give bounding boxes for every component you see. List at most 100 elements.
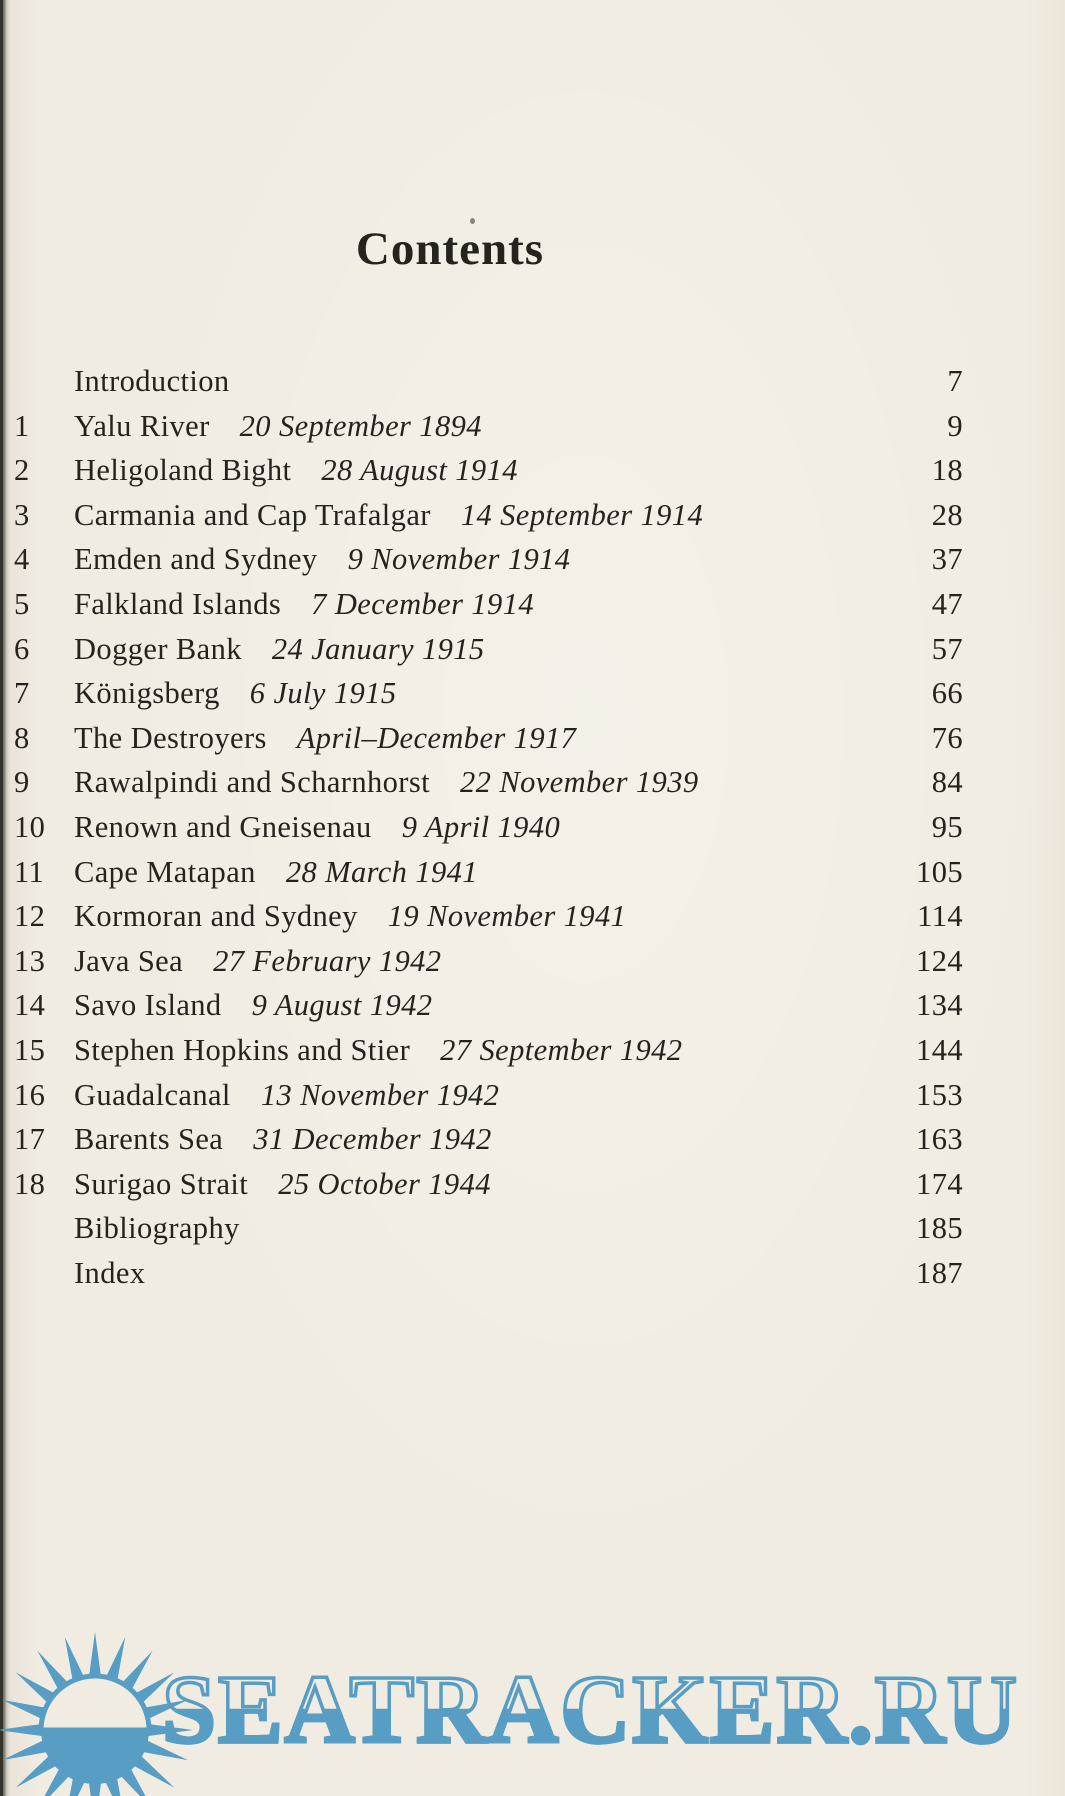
chapter-entry: Introduction [74, 359, 853, 404]
chapter-date: 7 December 1914 [311, 586, 534, 621]
chapter-title: Java Sea [74, 943, 184, 978]
toc-row: 13 Java Sea 27 February 1942 124 [0, 939, 1065, 984]
chapter-title: Yalu River [74, 408, 210, 443]
chapter-date: 24 January 1915 [271, 631, 485, 666]
chapter-entry: Yalu River 20 September 1894 [74, 404, 853, 449]
chapter-page-number: 18 [931, 453, 963, 488]
chapter-entry: Renown and Gneisenau 9 April 1940 [74, 805, 853, 850]
chapter-title: Emden and Sydney [74, 542, 318, 577]
chapter-page-number: 7 [947, 364, 963, 398]
chapter-entry: The Destroyers April–December 1917 [74, 716, 853, 761]
toc-row: 5 Falkland Islands 7 December 1914 47 [0, 582, 1065, 627]
chapter-entry: Kormoran and Sydney 19 November 1941 [74, 894, 853, 939]
chapter-number: 17 [14, 1122, 46, 1157]
chapter-entry: Carmania and Cap Trafalgar 14 September 1… [74, 493, 853, 538]
toc-row: 3 Carmania and Cap Trafalgar 14 September… [0, 493, 1065, 538]
chapter-number: 10 [14, 809, 46, 844]
chapter-page-number: 134 [916, 988, 963, 1023]
chapter-number: 18 [14, 1166, 46, 1201]
chapter-page-number: 153 [916, 1077, 963, 1112]
chapter-entry: Falkland Islands 7 December 1914 [74, 582, 853, 627]
chapter-number: 8 [14, 720, 30, 755]
toc-row: 6 Dogger Bank 24 January 1915 57 [0, 627, 1065, 672]
chapter-date: 25 October 1944 [278, 1166, 491, 1201]
chapter-entry: Savo Island 9 August 1942 [74, 983, 853, 1028]
toc-row: 1 Yalu River 20 September 1894 9 [0, 404, 1065, 449]
chapter-page-number: 28 [931, 497, 963, 532]
chapter-number: 3 [14, 497, 30, 532]
chapter-entry: Guadalcanal 13 November 1942 [74, 1073, 853, 1118]
chapter-page-number: 9 [947, 408, 963, 443]
chapter-entry: Cape Matapan 28 March 1941 [74, 850, 853, 895]
chapter-number: 4 [14, 542, 30, 577]
chapter-date: 13 November 1942 [260, 1077, 500, 1112]
watermark-text-block: SEATRACKER.RU SEATRACKER.RU [160, 1650, 1057, 1780]
toc-row: 12 Kormoran and Sydney 19 November 1941 1… [0, 894, 1065, 939]
chapter-entry: Index [74, 1251, 853, 1296]
chapter-title: Guadalcanal [74, 1077, 231, 1112]
toc-row: 11 Cape Matapan 28 March 1941 105 [0, 850, 1065, 895]
page-gutter-shadow [0, 0, 14, 1796]
chapter-page-number: 66 [931, 676, 963, 711]
toc-row: 14 Savo Island 9 August 1942 134 [0, 983, 1065, 1028]
chapter-page-number: 163 [916, 1122, 963, 1157]
watermark-text-outline: SEATRACKER.RU [160, 1654, 1019, 1765]
toc-row: Index 187 [0, 1251, 1065, 1296]
chapter-page-number: 47 [931, 586, 963, 621]
chapter-entry: Surigao Strait 25 October 1944 [74, 1162, 853, 1207]
chapter-date: April–December 1917 [296, 720, 577, 755]
toc-row: 4 Emden and Sydney 9 November 1914 37 [0, 537, 1065, 582]
chapter-number: 2 [14, 453, 30, 488]
chapter-number: 6 [14, 631, 30, 666]
chapter-date: 27 September 1942 [440, 1032, 683, 1067]
chapter-page-number: 187 [916, 1255, 963, 1290]
chapter-entry: Java Sea 27 February 1942 [74, 939, 853, 984]
chapter-date: 31 December 1942 [253, 1122, 492, 1157]
chapter-title: Dogger Bank [74, 631, 242, 666]
chapter-entry: Barents Sea 31 December 1942 [74, 1117, 853, 1162]
chapter-page-number: 105 [916, 854, 963, 889]
chapter-title: Introduction [74, 364, 230, 398]
chapter-page-number: 37 [931, 542, 963, 577]
chapter-entry: Dogger Bank 24 January 1915 [74, 627, 853, 672]
chapter-date: 28 August 1914 [321, 453, 518, 488]
chapter-title: The Destroyers [74, 720, 267, 755]
chapter-entry: Emden and Sydney 9 November 1914 [74, 537, 853, 582]
chapter-title: Savo Island [74, 988, 222, 1023]
chapter-title: Carmania and Cap Trafalgar [74, 497, 431, 532]
chapter-title: Königsberg [74, 676, 220, 711]
toc-row: 16 Guadalcanal 13 November 1942 153 [0, 1073, 1065, 1118]
page-title: Contents [355, 223, 545, 275]
toc-row: Bibliography 185 [0, 1206, 1065, 1251]
chapter-entry: Stephen Hopkins and Stier 27 September 19… [74, 1028, 853, 1073]
chapter-page-number: 95 [931, 809, 963, 844]
chapter-date: 19 November 1941 [387, 899, 627, 934]
chapter-page-number: 114 [917, 899, 963, 934]
chapter-title: Stephen Hopkins and Stier [74, 1032, 411, 1067]
chapter-number: 9 [14, 765, 30, 800]
ink-speck [470, 218, 475, 224]
toc-row: 9 Rawalpindi and Scharnhorst 22 November … [0, 760, 1065, 805]
chapter-title: Rawalpindi and Scharnhorst [74, 765, 430, 800]
toc-row: 15 Stephen Hopkins and Stier 27 September… [0, 1028, 1065, 1073]
toc-row: 10 Renown and Gneisenau 9 April 1940 95 [0, 805, 1065, 850]
chapter-title: Cape Matapan [74, 854, 256, 889]
chapter-number: 14 [14, 988, 46, 1023]
toc-row: 8 The Destroyers April–December 1917 76 [0, 716, 1065, 761]
chapter-entry: Rawalpindi and Scharnhorst 22 November 19… [74, 760, 853, 805]
chapter-title: Index [74, 1255, 146, 1290]
chapter-date: 28 March 1941 [285, 854, 478, 889]
toc-row: Introduction 7 [0, 359, 1065, 404]
chapter-entry: Königsberg 6 July 1915 [74, 671, 853, 716]
chapter-title: Barents Sea [74, 1122, 224, 1157]
chapter-number: 16 [14, 1077, 46, 1112]
toc-row: 17 Barents Sea 31 December 1942 163 [0, 1117, 1065, 1162]
chapter-page-number: 57 [931, 631, 963, 666]
toc-row: 18 Surigao Strait 25 October 1944 174 [0, 1162, 1065, 1207]
chapter-date: 9 November 1914 [347, 542, 571, 577]
chapter-page-number: 185 [916, 1211, 963, 1246]
chapter-date: 20 September 1894 [239, 408, 482, 443]
chapter-date: 9 April 1940 [401, 809, 561, 844]
chapter-page-number: 124 [916, 943, 963, 978]
